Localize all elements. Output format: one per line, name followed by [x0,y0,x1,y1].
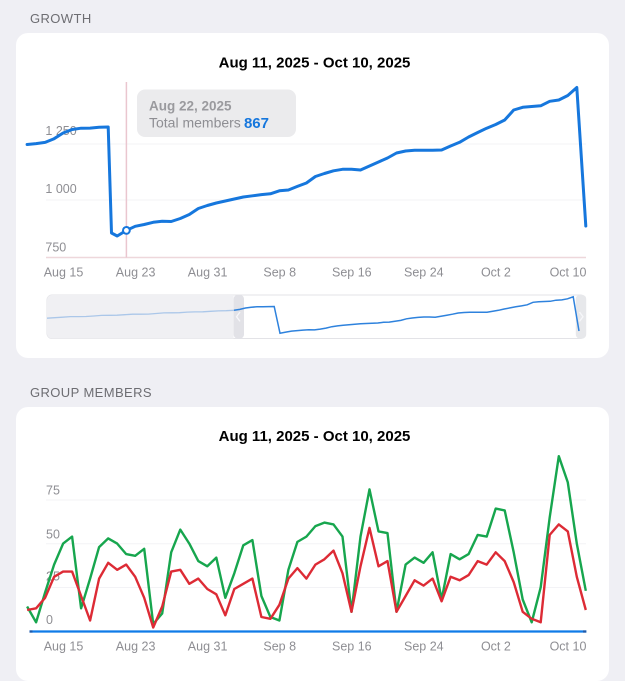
svg-text:Aug 22, 2025: Aug 22, 2025 [149,99,232,114]
svg-text:50: 50 [46,528,60,542]
svg-text:1 250: 1 250 [45,124,76,138]
svg-text:Sep 24: Sep 24 [404,266,444,280]
svg-text:Sep 16: Sep 16 [332,266,372,280]
svg-text:Aug 15: Aug 15 [44,640,84,654]
svg-text:Sep 24: Sep 24 [404,640,444,654]
svg-text:750: 750 [45,241,66,255]
svg-text:Aug 23: Aug 23 [116,640,156,654]
svg-text:Total members: Total members [149,115,241,131]
svg-text:Oct 10: Oct 10 [550,266,587,280]
svg-text:Sep 8: Sep 8 [263,640,296,654]
svg-text:Aug 11, 2025 - Oct 10, 2025: Aug 11, 2025 - Oct 10, 2025 [219,55,411,72]
svg-text:Oct 10: Oct 10 [550,640,587,654]
svg-text:0: 0 [46,613,53,627]
svg-text:Oct 2: Oct 2 [481,266,511,280]
svg-text:Sep 16: Sep 16 [332,640,372,654]
svg-text:Oct 2: Oct 2 [481,640,511,654]
svg-text:Sep 8: Sep 8 [263,266,296,280]
svg-text:Aug 31: Aug 31 [188,266,228,280]
svg-text:Aug 31: Aug 31 [188,640,228,654]
svg-text:75: 75 [46,483,60,497]
svg-text:Aug 23: Aug 23 [116,266,156,280]
svg-text:Aug 15: Aug 15 [44,266,84,280]
svg-text:867: 867 [244,115,269,132]
svg-text:1 000: 1 000 [45,182,76,196]
svg-text:Aug 11, 2025 - Oct 10, 2025: Aug 11, 2025 - Oct 10, 2025 [219,428,411,445]
